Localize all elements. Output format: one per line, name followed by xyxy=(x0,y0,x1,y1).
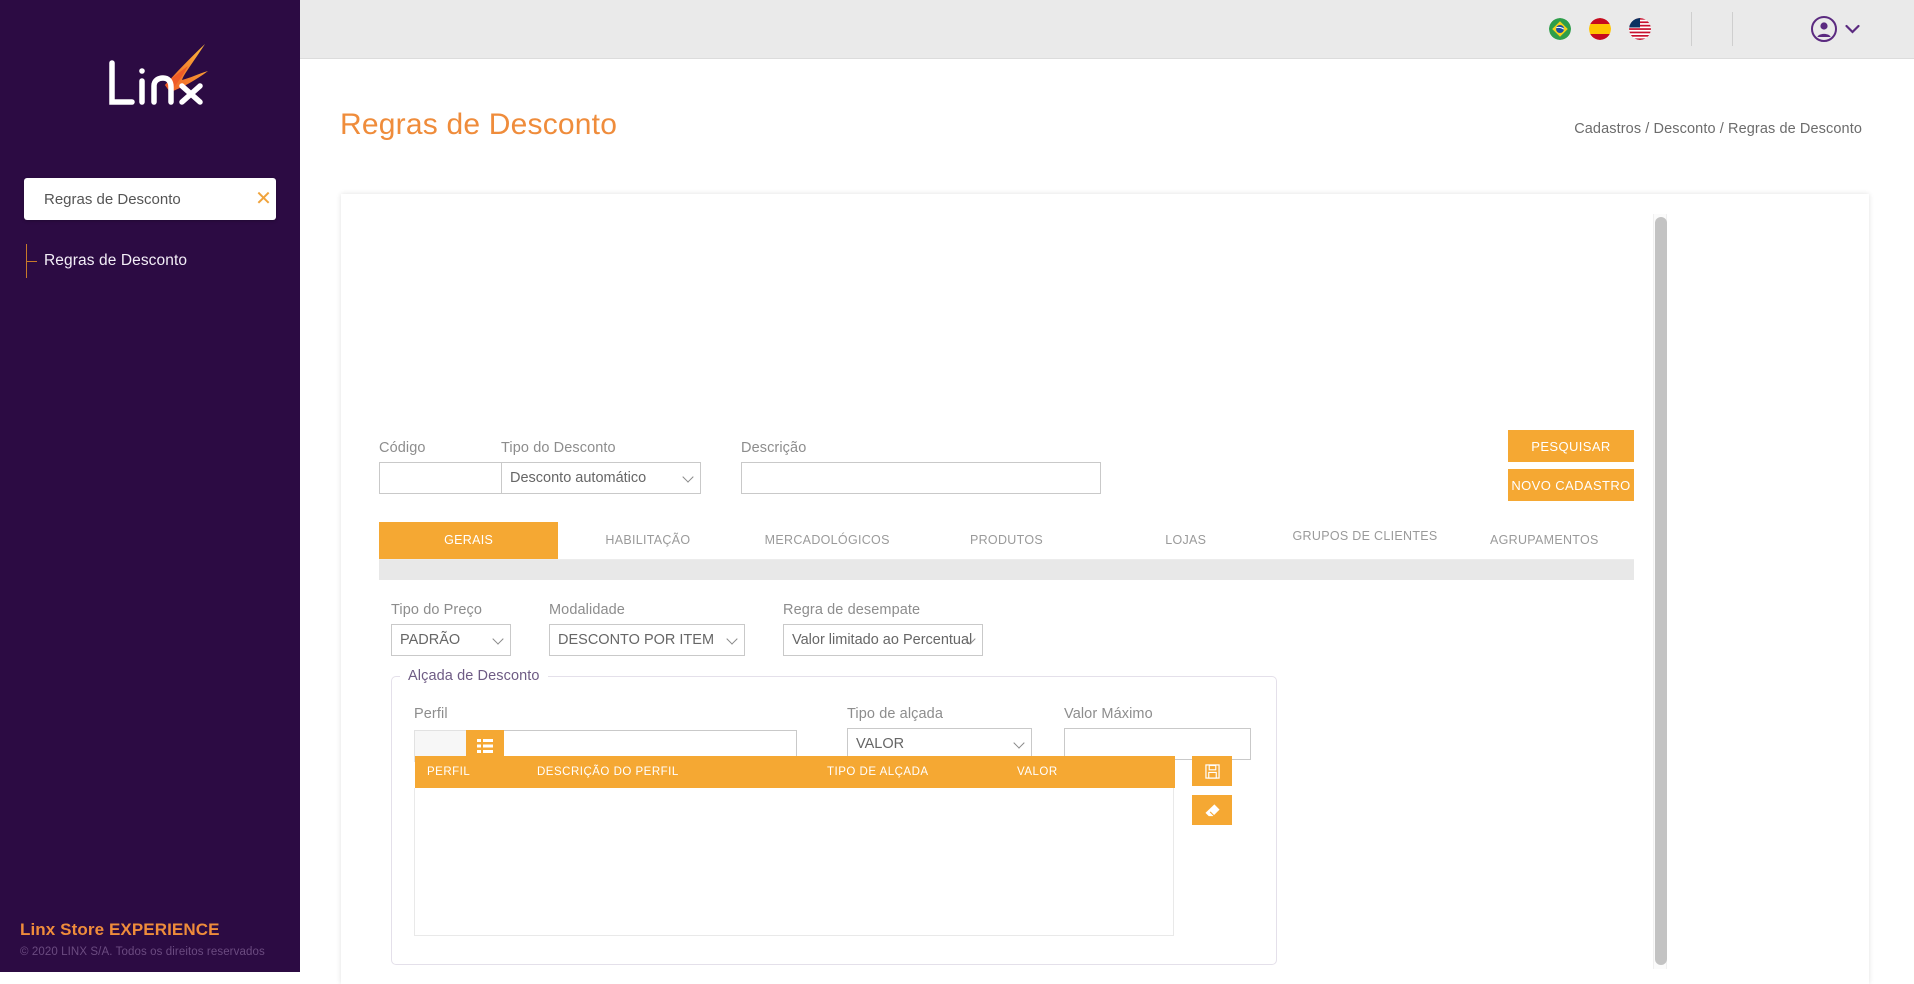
tab-grupos-de-clientes[interactable]: GRUPOS DE CLIENTES xyxy=(1275,522,1455,559)
tab-label: AGRUPAMENTOS xyxy=(1489,532,1599,547)
eraser-icon xyxy=(1204,803,1220,817)
tipo-preco-select[interactable]: PADRÃO xyxy=(391,624,511,656)
field-modalidade: Modalidade DESCONTO POR ITEM xyxy=(549,602,745,656)
column-header-perfil: PERFIL xyxy=(427,766,471,778)
sidebar-search-box[interactable]: ✕ xyxy=(24,178,276,220)
column-header-descricao-do-perfil: DESCRIÇÃO DO PERFIL xyxy=(537,766,679,778)
tipo-desconto-select[interactable]: Desconto automático xyxy=(501,462,701,494)
vertical-scrollbar[interactable] xyxy=(1653,214,1667,969)
tab-label: GERAIS xyxy=(444,532,494,547)
content-scroll-pane: Código Tipo do Desconto Desconto automát… xyxy=(341,194,1869,984)
topbar-divider-2 xyxy=(1732,12,1733,46)
footer-copyright: © 2020 LINX S/A. Todos os direitos reser… xyxy=(20,946,265,958)
save-button[interactable] xyxy=(1192,756,1232,786)
flag-brazil-svg xyxy=(1549,18,1571,40)
tab-habilitacao[interactable]: HABILITAÇÃO xyxy=(558,522,738,559)
alcada-table-header: PERFIL DESCRIÇÃO DO PERFIL TIPO DE ALÇAD… xyxy=(415,756,1175,788)
tab-produtos[interactable]: PRODUTOS xyxy=(916,522,1097,559)
tipo-preco-label: Tipo do Preço xyxy=(391,602,483,618)
valor-maximo-input[interactable] xyxy=(1064,728,1251,760)
modalidade-label: Modalidade xyxy=(549,602,625,618)
descricao-label: Descrição xyxy=(741,440,807,456)
modalidade-select[interactable]: DESCONTO POR ITEM xyxy=(549,624,745,656)
tipo-desconto-value[interactable]: Desconto automático xyxy=(501,462,701,494)
clear-button[interactable] xyxy=(1192,795,1232,825)
footer-brand: Linx Store EXPERIENCE xyxy=(20,920,220,939)
sidebar-item-label: Regras de Desconto xyxy=(44,252,188,269)
tab-label: GRUPOS DE CLIENTES xyxy=(1275,522,1455,554)
close-icon[interactable]: ✕ xyxy=(255,188,272,210)
field-tipo-preco: Tipo do Preço PADRÃO xyxy=(391,602,511,656)
sidebar-item-regras-de-desconto[interactable]: Regras de Desconto xyxy=(24,244,284,278)
user-menu[interactable] xyxy=(1811,16,1860,42)
chevron-down-icon xyxy=(1845,22,1860,37)
search-input[interactable] xyxy=(24,190,251,208)
tabs-underline xyxy=(379,560,1634,580)
codigo-label: Código xyxy=(379,440,426,456)
field-codigo: Código xyxy=(379,440,503,494)
tipo-preco-value[interactable]: PADRÃO xyxy=(391,624,511,656)
descricao-input[interactable] xyxy=(741,462,1101,494)
floppy-disk-icon xyxy=(1204,763,1220,779)
gerais-select-row: Tipo do Preço PADRÃO Modalidade DESCONTO… xyxy=(391,602,983,656)
tab-bar: GERAIS HABILITAÇÃO MERCADOLÓGICOS PRODUT… xyxy=(379,522,1634,560)
topbar xyxy=(300,0,1914,59)
tab-label: PRODUTOS xyxy=(969,532,1043,547)
tipo-desconto-label: Tipo do Desconto xyxy=(501,440,616,456)
content-card: Código Tipo do Desconto Desconto automát… xyxy=(341,194,1869,984)
modalidade-value[interactable]: DESCONTO POR ITEM xyxy=(549,624,745,656)
flag-brazil-icon[interactable] xyxy=(1549,18,1571,40)
tab-gerais[interactable]: GERAIS xyxy=(379,522,559,559)
regra-desempate-value[interactable]: Valor limitado ao Percentual xyxy=(783,624,983,656)
valor-maximo-label: Valor Máximo xyxy=(1064,706,1153,722)
field-descricao: Descrição xyxy=(741,440,1101,494)
linx-logo[interactable] xyxy=(0,30,300,135)
pesquisar-button[interactable]: PESQUISAR xyxy=(1508,430,1634,462)
scrollbar-thumb[interactable] xyxy=(1655,217,1667,965)
fieldset-alcada-legend: Alçada de Desconto xyxy=(408,668,540,684)
alcada-action-buttons xyxy=(1192,756,1232,825)
tab-mercadologicos[interactable]: MERCADOLÓGICOS xyxy=(737,522,917,559)
flag-spain-icon[interactable] xyxy=(1589,18,1611,40)
codigo-input[interactable] xyxy=(379,462,503,494)
tab-lojas[interactable]: LOJAS xyxy=(1096,522,1276,559)
topbar-inner xyxy=(1531,0,1914,58)
sidebar-footer: Linx Store EXPERIENCE © 2020 LINX S/A. T… xyxy=(20,920,290,958)
column-header-valor: VALOR xyxy=(1017,766,1058,778)
flag-usa-svg xyxy=(1629,18,1651,40)
user-avatar-icon xyxy=(1811,16,1837,42)
regra-desempate-label: Regra de desempate xyxy=(783,602,921,618)
field-tipo-alcada: Tipo de alçada VALOR xyxy=(847,706,1032,760)
tab-agrupamentos[interactable]: AGRUPAMENTOS xyxy=(1454,522,1634,559)
regra-desempate-select[interactable]: Valor limitado ao Percentual xyxy=(783,624,983,656)
alcada-table: PERFIL DESCRIÇÃO DO PERFIL TIPO DE ALÇAD… xyxy=(414,756,1175,936)
field-valor-maximo: Valor Máximo xyxy=(1064,706,1251,760)
topbar-divider-1 xyxy=(1691,12,1692,46)
tipo-alcada-label: Tipo de alçada xyxy=(847,706,943,722)
flag-usa-icon[interactable] xyxy=(1629,18,1651,40)
page-title: Regras de Desconto xyxy=(340,108,618,141)
perfil-label: Perfil xyxy=(414,706,448,722)
sidebar: ✕ Regras de Desconto Linx Store EXPERIEN… xyxy=(0,0,300,972)
novo-cadastro-button[interactable]: NOVO CADASTRO xyxy=(1508,469,1634,501)
flag-spain-svg xyxy=(1589,18,1611,40)
chevron-down-svg xyxy=(1845,24,1860,34)
linx-logo-svg xyxy=(109,44,208,105)
tab-label: LOJAS xyxy=(1165,532,1207,547)
breadcrumb: Cadastros / Desconto / Regras de Descont… xyxy=(1574,121,1862,137)
sidebar-tree: Regras de Desconto xyxy=(24,244,284,278)
fieldset-alcada-de-desconto: Alçada de Desconto Perfil xyxy=(391,668,1277,965)
list-picker-svg xyxy=(477,739,493,753)
tab-label: HABILITAÇÃO xyxy=(605,532,691,547)
tab-label: MERCADOLÓGICOS xyxy=(764,532,890,547)
field-tipo-desconto: Tipo do Desconto Desconto automático xyxy=(501,440,701,494)
field-regra-desempate: Regra de desempate Valor limitado ao Per… xyxy=(783,602,983,656)
column-header-tipo-de-alcada: TIPO DE ALÇADA xyxy=(827,766,929,778)
